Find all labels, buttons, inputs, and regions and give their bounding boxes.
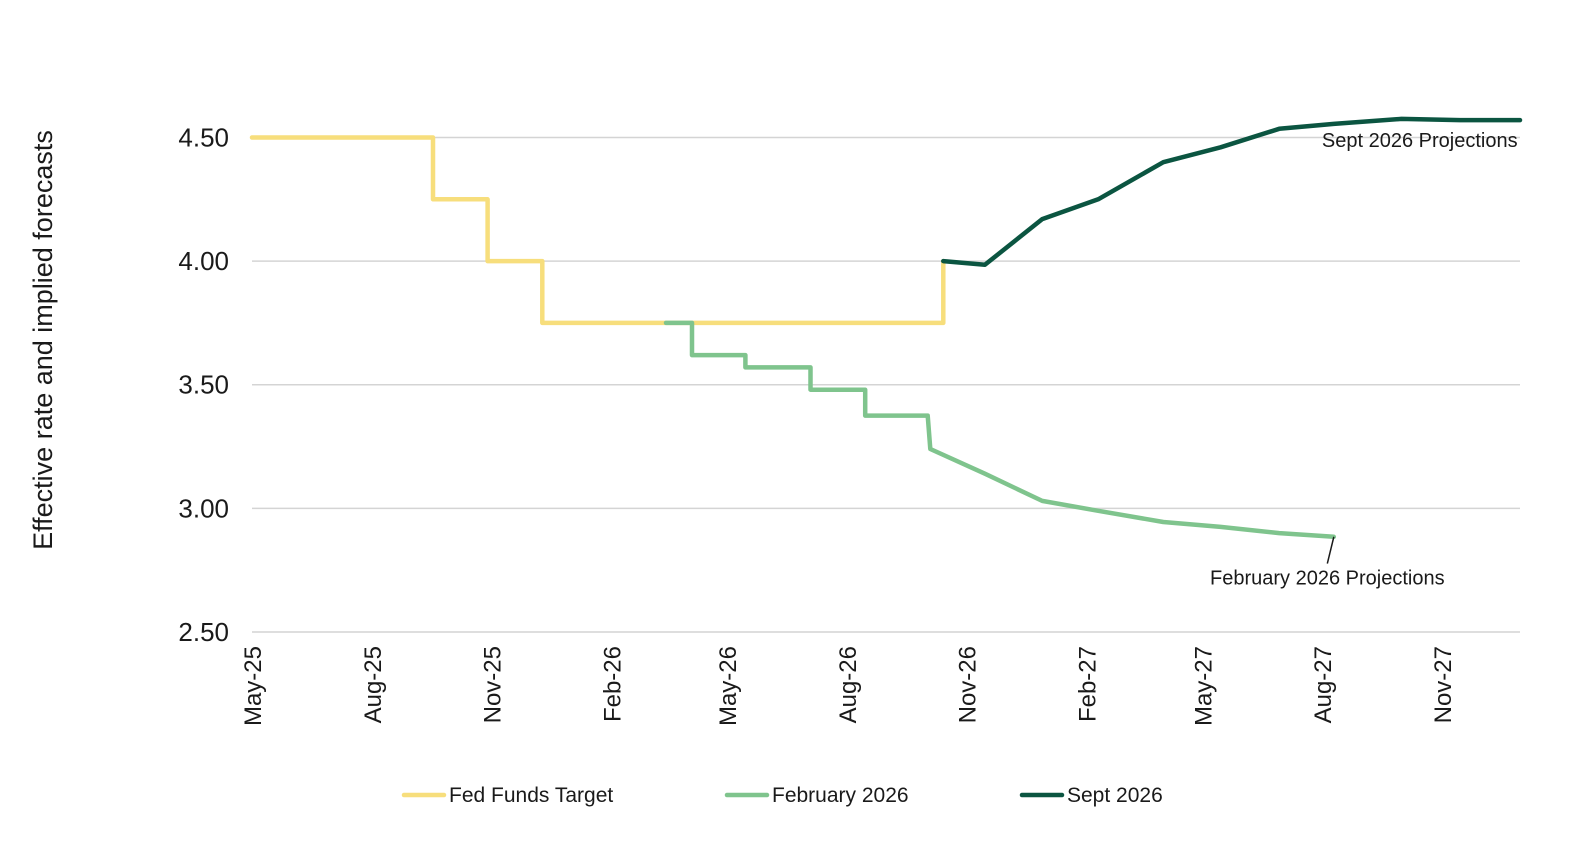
x-tick-label: Feb-26 <box>599 646 626 722</box>
x-tick-label: Nov-25 <box>480 646 507 723</box>
x-tick-label: Nov-27 <box>1430 646 1457 723</box>
y-tick-label: 4.50 <box>178 122 229 152</box>
x-axis-ticks: May-25 Aug-25 Nov-25 Feb-26 May-26 Aug-26 Nov-… <box>240 646 1457 726</box>
x-tick-label: Feb-27 <box>1074 646 1101 722</box>
gridlines <box>252 136 1520 633</box>
x-tick-label: Aug-25 <box>360 646 387 723</box>
y-tick-label: 3.50 <box>178 370 229 400</box>
series-lines <box>249 116 1523 540</box>
annotation-label: February 2026 Projections <box>1210 568 1445 590</box>
legend-label: Fed Funds Target <box>449 784 613 807</box>
legend-label: February 2026 <box>772 784 909 807</box>
annotation-pointer <box>1326 536 1335 564</box>
legend-label: Sept 2026 <box>1067 784 1163 807</box>
x-tick-label: Aug-26 <box>835 646 862 723</box>
series-line-2 <box>663 320 1337 540</box>
annotations: Sept 2026 Projections February 2026 Proje… <box>1210 130 1518 590</box>
y-tick-label: 4.00 <box>178 246 229 276</box>
x-tick-label: Aug-27 <box>1310 646 1337 723</box>
annotation-label: Sept 2026 Projections <box>1322 130 1518 152</box>
y-axis-title: Effective rate and implied forecasts <box>28 130 58 550</box>
x-tick-label: Nov-26 <box>955 646 982 723</box>
y-axis-ticks: 2.50 3.00 3.50 4.00 4.50 <box>178 122 229 647</box>
legend: Fed Funds Target February 2026 Sept 2026 <box>401 784 1163 807</box>
x-tick-label: May-26 <box>715 646 742 726</box>
x-tick-label: May-27 <box>1190 646 1217 726</box>
y-tick-label: 3.00 <box>178 493 229 523</box>
y-tick-label: 2.50 <box>178 617 229 647</box>
series-line-1 <box>249 135 946 326</box>
x-tick-label: May-25 <box>240 646 267 726</box>
series-line-3 <box>941 116 1523 268</box>
